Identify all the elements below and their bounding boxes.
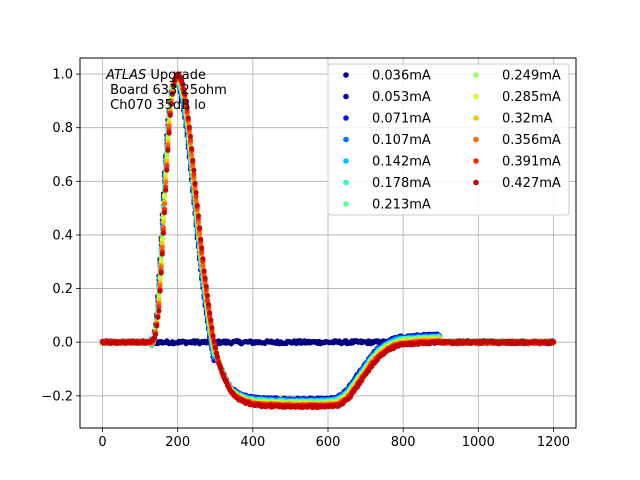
data-point [204, 293, 210, 299]
data-point [185, 115, 191, 121]
data-point [194, 202, 200, 208]
data-point [160, 219, 166, 225]
data-point [160, 230, 166, 236]
data-point [165, 147, 171, 153]
data-point [166, 130, 172, 136]
data-point [192, 180, 198, 186]
data-point [202, 275, 208, 281]
data-point [190, 157, 196, 163]
data-point [212, 345, 218, 351]
data-point [154, 323, 160, 329]
data-point [208, 317, 214, 323]
data-layer [99, 71, 557, 411]
data-point [209, 325, 215, 331]
data-point [201, 268, 207, 274]
data-point [157, 288, 163, 294]
data-point [200, 256, 206, 262]
data-point [198, 236, 204, 242]
data-point [205, 301, 212, 307]
data-point [199, 245, 205, 251]
data-point [193, 190, 199, 196]
data-point [163, 179, 169, 185]
data-point [187, 133, 194, 139]
data-point [186, 124, 192, 130]
data-point [196, 225, 203, 231]
data-point [163, 187, 169, 193]
data-point [155, 314, 161, 320]
data-point [161, 201, 168, 207]
data-point [211, 338, 217, 344]
data-point [207, 310, 213, 316]
data-point [152, 331, 159, 337]
data-point [167, 112, 173, 118]
data-point [203, 283, 209, 290]
data-point [161, 194, 168, 200]
data-point [161, 210, 168, 216]
data-point [214, 354, 221, 360]
data-point [191, 167, 197, 173]
data-point [158, 270, 164, 276]
data-point [159, 251, 165, 257]
data-point [158, 255, 164, 261]
data-point [189, 146, 195, 152]
data-point [156, 308, 162, 314]
data-point [164, 167, 170, 173]
data-point [195, 213, 201, 219]
data-point [210, 333, 216, 339]
